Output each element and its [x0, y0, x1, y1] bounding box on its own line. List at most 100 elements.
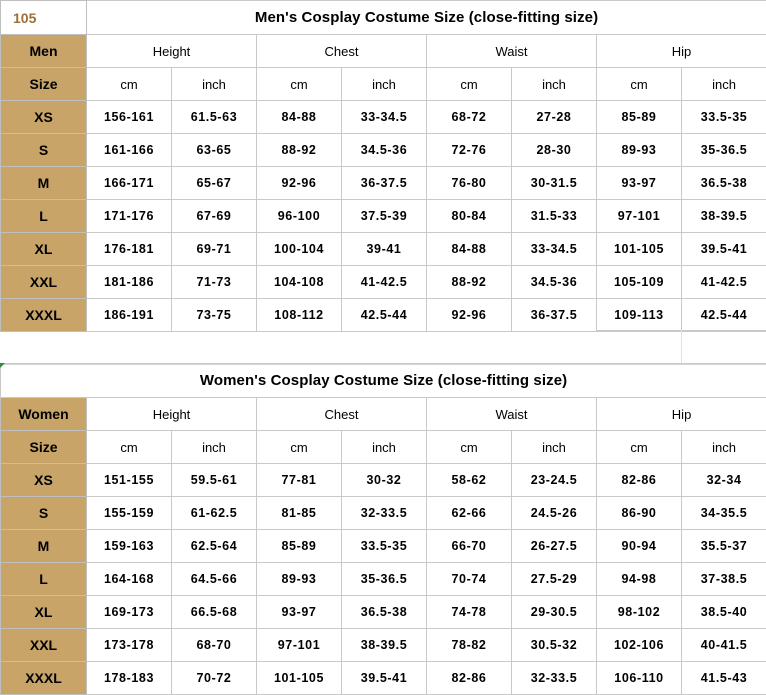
measurement-cell: 84-88 — [427, 233, 512, 266]
measurement-cell: 92-96 — [427, 299, 512, 332]
measurement-cell: 59.5-61 — [172, 464, 257, 497]
measurement-cell: 65-67 — [172, 167, 257, 200]
spacer-row — [0, 330, 766, 365]
size-label: XXL — [1, 266, 87, 299]
women-header-label: Women — [1, 398, 87, 431]
measurement-cell: 105-109 — [597, 266, 682, 299]
measurement-cell: 41.5-43 — [682, 662, 766, 695]
measurement-cell: 30.5-32 — [512, 629, 597, 662]
measurement-cell: 63-65 — [172, 134, 257, 167]
measurement-cell: 36-37.5 — [512, 299, 597, 332]
women-group-chest: Chest — [257, 398, 427, 431]
measurement-cell: 70-74 — [427, 563, 512, 596]
unit-cm: cm — [257, 431, 342, 464]
measurement-cell: 24.5-26 — [512, 497, 597, 530]
measurement-cell: 39-41 — [342, 233, 427, 266]
spacer-cell — [682, 331, 766, 365]
measurement-cell: 88-92 — [427, 266, 512, 299]
measurement-cell: 155-159 — [87, 497, 172, 530]
unit-cm: cm — [427, 68, 512, 101]
women-group-height: Height — [87, 398, 257, 431]
measurement-cell: 33.5-35 — [682, 101, 766, 134]
measurement-cell: 35-36.5 — [342, 563, 427, 596]
measurement-cell: 70-72 — [172, 662, 257, 695]
unit-inch: inch — [172, 431, 257, 464]
measurement-cell: 35-36.5 — [682, 134, 766, 167]
measurement-cell: 72-76 — [427, 134, 512, 167]
measurement-cell: 30-31.5 — [512, 167, 597, 200]
measurement-cell: 38.5-40 — [682, 596, 766, 629]
unit-inch: inch — [172, 68, 257, 101]
measurement-cell: 85-89 — [597, 101, 682, 134]
men-header-label: Men — [1, 35, 87, 68]
size-label: XXXL — [1, 299, 87, 332]
measurement-cell: 96-100 — [257, 200, 342, 233]
measurement-cell: 104-108 — [257, 266, 342, 299]
measurement-cell: 76-80 — [427, 167, 512, 200]
measurement-cell: 108-112 — [257, 299, 342, 332]
measurement-cell: 33-34.5 — [342, 101, 427, 134]
size-label: XS — [1, 464, 87, 497]
measurement-cell: 33.5-35 — [342, 530, 427, 563]
unit-inch: inch — [342, 68, 427, 101]
measurement-cell: 68-70 — [172, 629, 257, 662]
measurement-cell: 97-101 — [257, 629, 342, 662]
measurement-cell: 82-86 — [597, 464, 682, 497]
measurement-cell: 35.5-37 — [682, 530, 766, 563]
measurement-cell: 58-62 — [427, 464, 512, 497]
measurement-cell: 178-183 — [87, 662, 172, 695]
measurement-cell: 176-181 — [87, 233, 172, 266]
unit-cm: cm — [597, 431, 682, 464]
measurement-cell: 42.5-44 — [342, 299, 427, 332]
measurement-cell: 102-106 — [597, 629, 682, 662]
measurement-cell: 27-28 — [512, 101, 597, 134]
unit-inch: inch — [682, 68, 766, 101]
women-size-table: Women's Cosplay Costume Size (close-fitt… — [0, 363, 766, 695]
measurement-cell: 77-81 — [257, 464, 342, 497]
measurement-cell: 85-89 — [257, 530, 342, 563]
measurement-cell: 78-82 — [427, 629, 512, 662]
sheet-number: 105 — [1, 1, 87, 35]
measurement-cell: 73-75 — [172, 299, 257, 332]
measurement-cell: 181-186 — [87, 266, 172, 299]
men-group-height: Height — [87, 35, 257, 68]
men-group-waist: Waist — [427, 35, 597, 68]
measurement-cell: 169-173 — [87, 596, 172, 629]
spacer-table — [0, 330, 766, 365]
unit-inch: inch — [512, 431, 597, 464]
measurement-cell: 40-41.5 — [682, 629, 766, 662]
measurement-cell: 38-39.5 — [682, 200, 766, 233]
measurement-cell: 66.5-68 — [172, 596, 257, 629]
unit-cm: cm — [87, 431, 172, 464]
measurement-cell: 32-33.5 — [512, 662, 597, 695]
size-label: L — [1, 563, 87, 596]
unit-inch: inch — [512, 68, 597, 101]
women-size-block: Women's Cosplay Costume Size (close-fitt… — [0, 363, 766, 695]
men-table-title: Men's Cosplay Costume Size (close-fittin… — [87, 1, 766, 35]
measurement-cell: 27.5-29 — [512, 563, 597, 596]
measurement-cell: 86-90 — [597, 497, 682, 530]
measurement-cell: 28-30 — [512, 134, 597, 167]
size-label: XS — [1, 101, 87, 134]
size-label: S — [1, 134, 87, 167]
unit-cm: cm — [257, 68, 342, 101]
measurement-cell: 34.5-36 — [342, 134, 427, 167]
measurement-cell: 101-105 — [257, 662, 342, 695]
measurement-cell: 33-34.5 — [512, 233, 597, 266]
measurement-cell: 37.5-39 — [342, 200, 427, 233]
size-label: XL — [1, 596, 87, 629]
measurement-cell: 89-93 — [257, 563, 342, 596]
measurement-cell: 32-34 — [682, 464, 766, 497]
measurement-cell: 62.5-64 — [172, 530, 257, 563]
unit-cm: cm — [427, 431, 512, 464]
measurement-cell: 109-113 — [597, 299, 682, 332]
measurement-cell: 94-98 — [597, 563, 682, 596]
